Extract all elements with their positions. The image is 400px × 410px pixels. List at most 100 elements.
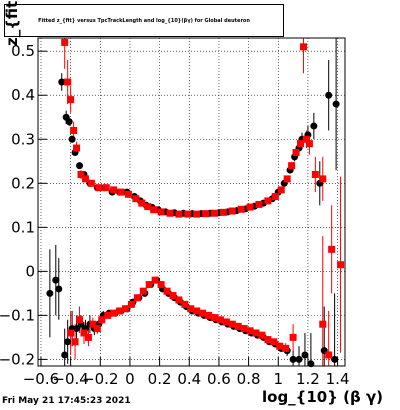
data-point-square [311,170,319,178]
data-point-square [181,300,189,308]
data-point-square [166,209,174,217]
y-axis-label: z_{fit} [3,0,21,46]
data-point-square [276,342,284,350]
data-point-circle [301,351,309,359]
x-tick-label: −0.6 [23,370,59,388]
data-point-circle [46,289,54,297]
plot-frame-background [38,38,345,366]
data-point-square [228,207,236,215]
data-point-square [319,320,327,328]
x-axis-label: log_{10} (β γ) [262,388,383,406]
data-point-square [292,148,300,156]
data-point-square [277,186,285,194]
data-point-square [187,305,195,313]
data-point-square [328,245,336,253]
data-point-square [184,210,192,218]
y-axis-label-text: z_{fit} [3,0,21,46]
chart-title: Fitted z_{fit} versus TpcTrackLength and… [38,17,250,24]
x-axis-label-text: log_{10} (β γ) [262,388,384,406]
x-tick-label: 1.4 [326,370,350,388]
data-point-square [132,195,140,203]
data-point-circle [295,355,303,363]
data-point-square [73,144,81,152]
data-point-square [270,338,278,346]
data-point-square [110,309,118,317]
x-tick-label: 0.2 [148,370,172,388]
data-point-square [282,344,290,352]
data-point-square [127,300,135,308]
data-point-square [81,175,89,183]
data-point-square [116,307,124,315]
data-point-square [117,188,125,196]
data-point-square [124,190,132,198]
data-point-square [77,170,85,178]
data-point-square [325,351,333,359]
data-point-square [98,316,106,324]
data-point-square [110,186,118,194]
data-point-square [71,338,79,346]
data-point-square [264,197,272,205]
data-point-square [283,175,291,183]
footer-timestamp: Fri May 21 17:45:23 2021 [2,396,131,406]
data-point-square [319,175,327,183]
y-tick-label: 0.1 [11,218,35,236]
data-point-square [157,208,165,216]
y-tick-label: 0.2 [11,174,35,192]
data-point-circle [65,118,73,126]
data-point-square [258,331,266,339]
data-point-square [150,206,158,214]
data-point-square [122,305,130,313]
data-point-square [255,200,263,208]
y-tick-label: −0.2 [0,350,35,368]
data-point-square [234,322,242,330]
data-point-circle [289,355,297,363]
data-point-square [299,43,307,51]
y-tick-label: −0.1 [0,306,35,324]
data-point-square [144,203,152,211]
data-point-square [202,210,210,218]
data-point-square [222,318,230,326]
data-point-square [246,327,254,335]
data-point-circle [55,285,63,293]
data-point-circle [325,91,333,99]
data-point-square [104,311,112,319]
data-point-square [67,329,75,337]
data-point-circle [76,162,84,170]
grid [38,38,345,366]
data-point-circle [52,276,60,284]
axis-ticks [38,50,339,366]
x-tick-label: 0 [125,370,135,388]
data-point-square [193,210,201,218]
x-tick-label: 0.4 [177,370,201,388]
y-tick-label: 0 [25,262,35,280]
data-point-square [289,333,297,341]
data-point-square [157,281,165,289]
data-point-square [219,208,227,216]
data-markers [46,38,345,368]
data-point-circle [68,135,76,143]
data-point-circle [64,338,72,346]
data-point-square [93,325,101,333]
data-point-circle [310,122,318,130]
data-point-square [89,320,97,328]
data-point-square [133,294,141,302]
data-point-circle [61,351,69,359]
data-point-square [163,287,171,295]
title-box: Fitted z_{fit} versus TpcTrackLength and… [4,4,284,37]
data-point-square [87,179,95,187]
data-point-square [61,38,69,46]
y-tick-label: 0.4 [11,86,35,104]
data-point-square [210,209,218,217]
data-point-square [193,307,201,315]
data-point-square [297,140,305,148]
data-point-square [169,292,177,300]
data-point-circle [332,100,340,108]
data-point-square [271,192,279,200]
data-point-square [240,325,248,333]
data-point-square [102,184,110,192]
data-point-square [337,261,345,269]
data-point-square [302,135,310,143]
data-point-square [76,316,84,324]
data-point-square [175,296,183,304]
